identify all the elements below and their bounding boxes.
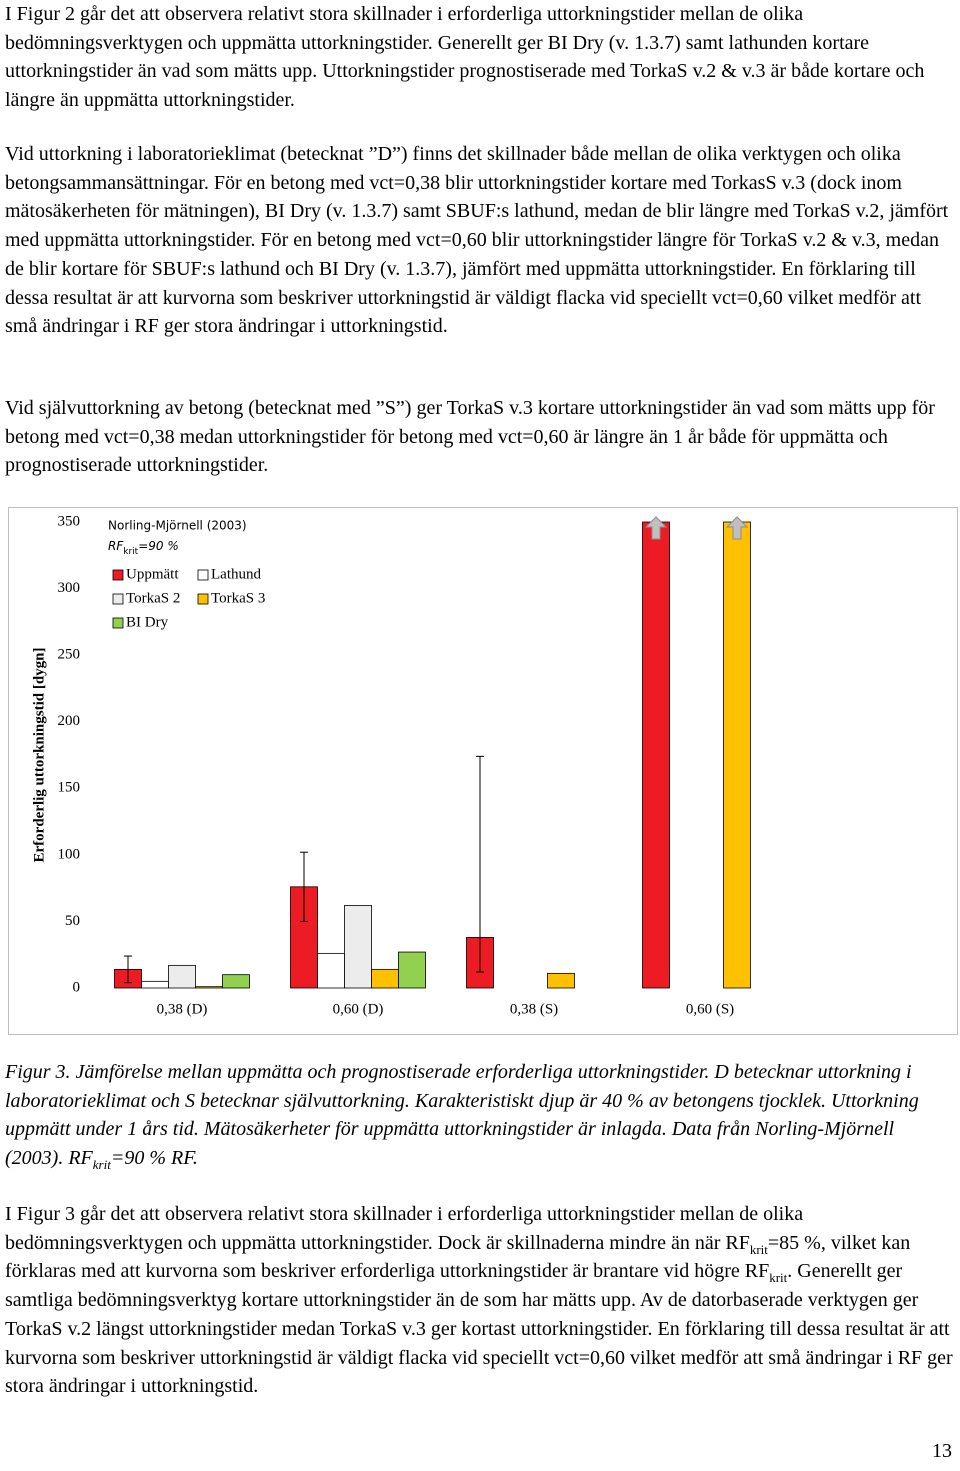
overflow-arrow [725, 516, 749, 540]
subscript: krit [92, 1157, 111, 1173]
paragraph: I Figur 3 går det att observera relativt… [5, 1200, 953, 1401]
text-run: Vid uttorkning i laboratorieklimat (bete… [5, 143, 949, 338]
chart: Norling-Mjörnell (2003) RFkrit=90 % Erfo… [8, 507, 958, 1035]
legend-swatch [112, 617, 124, 629]
text-run: I Figur 2 går det att observera relativt… [5, 3, 925, 112]
subscript: krit [123, 547, 138, 557]
bar [222, 974, 250, 989]
text-run: I Figur 3 går det att observera relativt… [5, 1203, 804, 1254]
bar [195, 986, 223, 989]
text-run: . Generellt ger samtliga bedömningsverkt… [5, 1260, 953, 1398]
y-tick-label: 350 [58, 513, 81, 529]
legend-swatch [197, 569, 209, 581]
x-tick-label: 0,60 (D) [333, 1001, 384, 1017]
x-tick-label: 0,38 (D) [157, 1001, 208, 1017]
error-bar [124, 955, 132, 984]
bar [344, 905, 372, 989]
bar [642, 521, 670, 989]
text-run: RF [108, 539, 124, 553]
text-run: Figur 3. Jämförelse mellan uppmätta och … [5, 1061, 919, 1170]
bar [168, 964, 196, 989]
text-run: =85 %, vilket kan förklaras med att kurv… [5, 1231, 911, 1283]
paragraph: I Figur 2 går det att observera relativt… [5, 0, 953, 115]
legend-label: BI Dry [126, 614, 169, 630]
legend-swatch [197, 593, 209, 605]
annotation: RFkrit=90 % [108, 539, 179, 557]
legend-swatch [112, 593, 124, 605]
legend-label: Uppmätt [126, 566, 179, 582]
legend-label: TorkaS 2 [126, 590, 180, 606]
bar [398, 951, 426, 989]
plot: 0 50 100 150 200 250 300 350 0,38 (D) 0,60 (D) 0,3… [58, 513, 751, 1017]
y-tick-label: 100 [58, 846, 81, 862]
y-tick-label: 50 [65, 913, 80, 929]
annotation: Norling-Mjörnell (2003) [108, 519, 247, 533]
bar [317, 952, 345, 989]
text-run: =90 % RF. [110, 1147, 198, 1170]
y-tick-label: 200 [58, 713, 81, 729]
paragraph: Vid uttorkning i laboratorieklimat (bete… [5, 140, 953, 341]
page-number: 13 [932, 1440, 952, 1462]
bar [141, 980, 169, 989]
text-run: =90 % [138, 539, 179, 553]
y-tick-label: 300 [58, 580, 81, 596]
x-tick-label: 0,60 (S) [686, 1001, 734, 1017]
bar [371, 968, 399, 989]
figure-caption: Figur 3. Jämförelse mellan uppmätta och … [5, 1058, 953, 1173]
bar [547, 972, 575, 989]
subscript: krit [749, 1241, 768, 1257]
paragraph: Vid självuttorkning av betong (betecknat… [5, 394, 953, 480]
legend-swatch [112, 569, 124, 581]
legend-label: TorkaS 3 [211, 590, 265, 606]
error-bar [300, 851, 308, 922]
subscript: krit [769, 1270, 788, 1286]
y-axis-label: Erforderlig uttorkningstid [dygn] [31, 647, 47, 862]
overflow-arrow [644, 516, 668, 540]
bar [723, 521, 751, 989]
y-tick-label: 150 [58, 780, 81, 796]
error-bar [476, 755, 484, 973]
y-tick-label: 0 [73, 979, 81, 995]
text-run: Vid självuttorkning av betong (betecknat… [5, 397, 935, 477]
x-tick-label: 0,38 (S) [510, 1001, 558, 1017]
legend-label: Lathund [211, 566, 261, 582]
y-tick-label: 250 [58, 647, 81, 663]
